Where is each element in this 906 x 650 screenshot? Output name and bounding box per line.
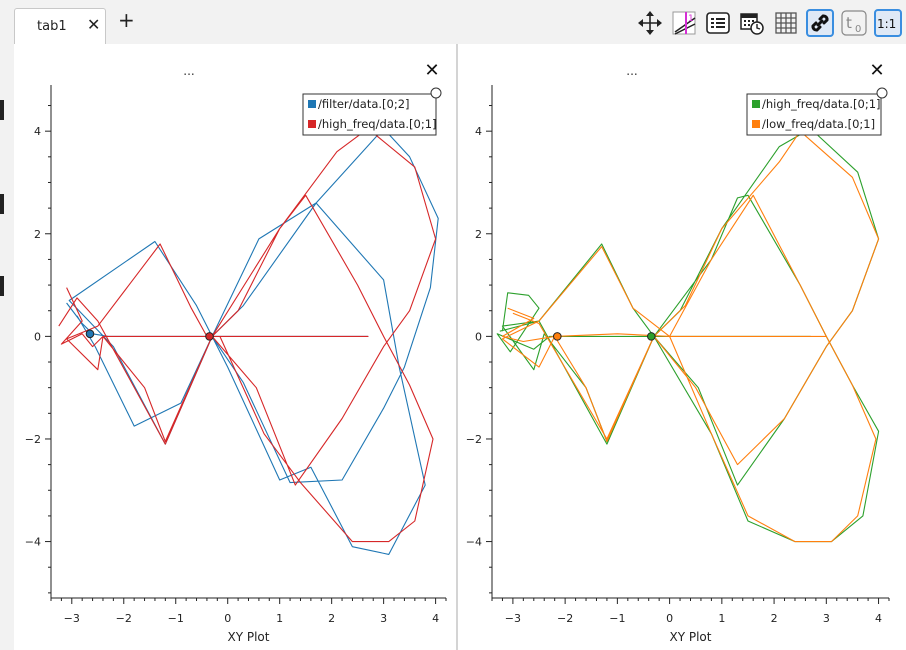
close-plot-icon[interactable]: ✕: [869, 60, 884, 81]
y-tick-label: 0: [34, 330, 41, 343]
series-line-1: [66, 128, 439, 555]
x-axis-label: XY Plot: [670, 630, 712, 644]
plot-area: [14, 44, 906, 650]
legend-box[interactable]: [302, 93, 437, 136]
x-tick-label: 4: [875, 612, 882, 625]
series-line-2: [501, 130, 880, 543]
left-strip: [0, 44, 14, 650]
legend-handle-icon[interactable]: [876, 87, 888, 99]
x-tick-label: 3: [380, 612, 387, 625]
strip-marker: [0, 194, 4, 214]
legend-swatch: [752, 120, 760, 128]
tab-tab1[interactable]: tab1 ✕: [14, 8, 106, 44]
close-plot-icon[interactable]: ✕: [424, 60, 439, 81]
series-marker-2: [205, 332, 214, 341]
tab-close-icon[interactable]: ✕: [87, 15, 101, 34]
xy-plot-left[interactable]: ... ✕ −4 −2 0 2 4 −3 −2 −1 0 1 2 3 4 XY Plot/filter/dat…: [14, 0, 456, 650]
xy-plot-right[interactable]: ... ✕ −4 −2 0 2 4 −3 −2 −1 0 1 2 3 4 XY Plot/high_freq/…: [458, 0, 906, 650]
x-tick-label: 3: [823, 612, 830, 625]
y-tick-label: 0: [475, 330, 482, 343]
x-tick-label: −3: [64, 612, 80, 625]
legend-swatch: [308, 120, 316, 128]
x-tick-label: 2: [328, 612, 335, 625]
grid-icon[interactable]: [772, 9, 800, 37]
legend-entry: /high_freq/data.[0;1]: [318, 117, 437, 131]
x-tick-label: 4: [432, 612, 439, 625]
y-tick-label: −2: [466, 433, 482, 446]
x-tick-label: 1: [276, 612, 283, 625]
legend-swatch: [308, 100, 316, 108]
legend-entry: /high_freq/data.[0;1]: [762, 97, 881, 111]
plot-title: ...: [183, 64, 194, 78]
strip-marker: [0, 276, 4, 296]
strip-marker: [0, 100, 4, 120]
x-tick-label: 1: [718, 612, 725, 625]
x-tick-label: −1: [609, 612, 625, 625]
x-tick-label: −2: [557, 612, 573, 625]
splitter[interactable]: [456, 44, 458, 650]
x-axis-label: XY Plot: [228, 630, 270, 644]
series-marker-2: [552, 332, 562, 341]
y-tick-label: 2: [475, 228, 482, 241]
x-tick-label: 2: [771, 612, 778, 625]
legend-handle-icon[interactable]: [430, 87, 442, 99]
ratio-1to1-icon[interactable]: 1:1: [874, 9, 902, 37]
t0-subscript: 0: [855, 24, 861, 35]
plot-zoom-icon[interactable]: 1: [670, 9, 698, 37]
x-tick-label: 0: [666, 612, 673, 625]
legend-swatch: [752, 100, 760, 108]
tab-label: tab1: [37, 19, 67, 34]
series-marker-1: [647, 332, 656, 341]
y-tick-label: −2: [25, 433, 41, 446]
y-tick-label: 4: [475, 125, 482, 138]
time-calendar-icon[interactable]: [738, 9, 766, 37]
series-line-2: [58, 128, 437, 543]
y-tick-label: 4: [34, 125, 41, 138]
x-tick-label: 0: [224, 612, 231, 625]
series-marker-1: [85, 329, 95, 339]
x-tick-label: −3: [505, 612, 521, 625]
ratio-label: 1:1: [877, 17, 896, 31]
link-icon[interactable]: [806, 9, 834, 37]
y-tick-label: −4: [466, 536, 482, 549]
legend-box[interactable]: [746, 93, 882, 136]
x-tick-label: −1: [168, 612, 184, 625]
x-tick-label: −2: [116, 612, 132, 625]
y-tick-label: −4: [25, 536, 41, 549]
add-tab-button[interactable]: +: [118, 8, 135, 32]
svg-text:1: 1: [688, 14, 694, 24]
legend-entry: /filter/data.[0;2]: [318, 97, 410, 111]
y-tick-label: 2: [34, 228, 41, 241]
move-arrows-icon[interactable]: [636, 9, 664, 37]
legend-list-icon[interactable]: [704, 9, 732, 37]
legend-entry: /low_freq/data.[0;1]: [762, 117, 875, 131]
plot-title: ...: [626, 64, 637, 78]
t0-label: t: [846, 14, 852, 32]
